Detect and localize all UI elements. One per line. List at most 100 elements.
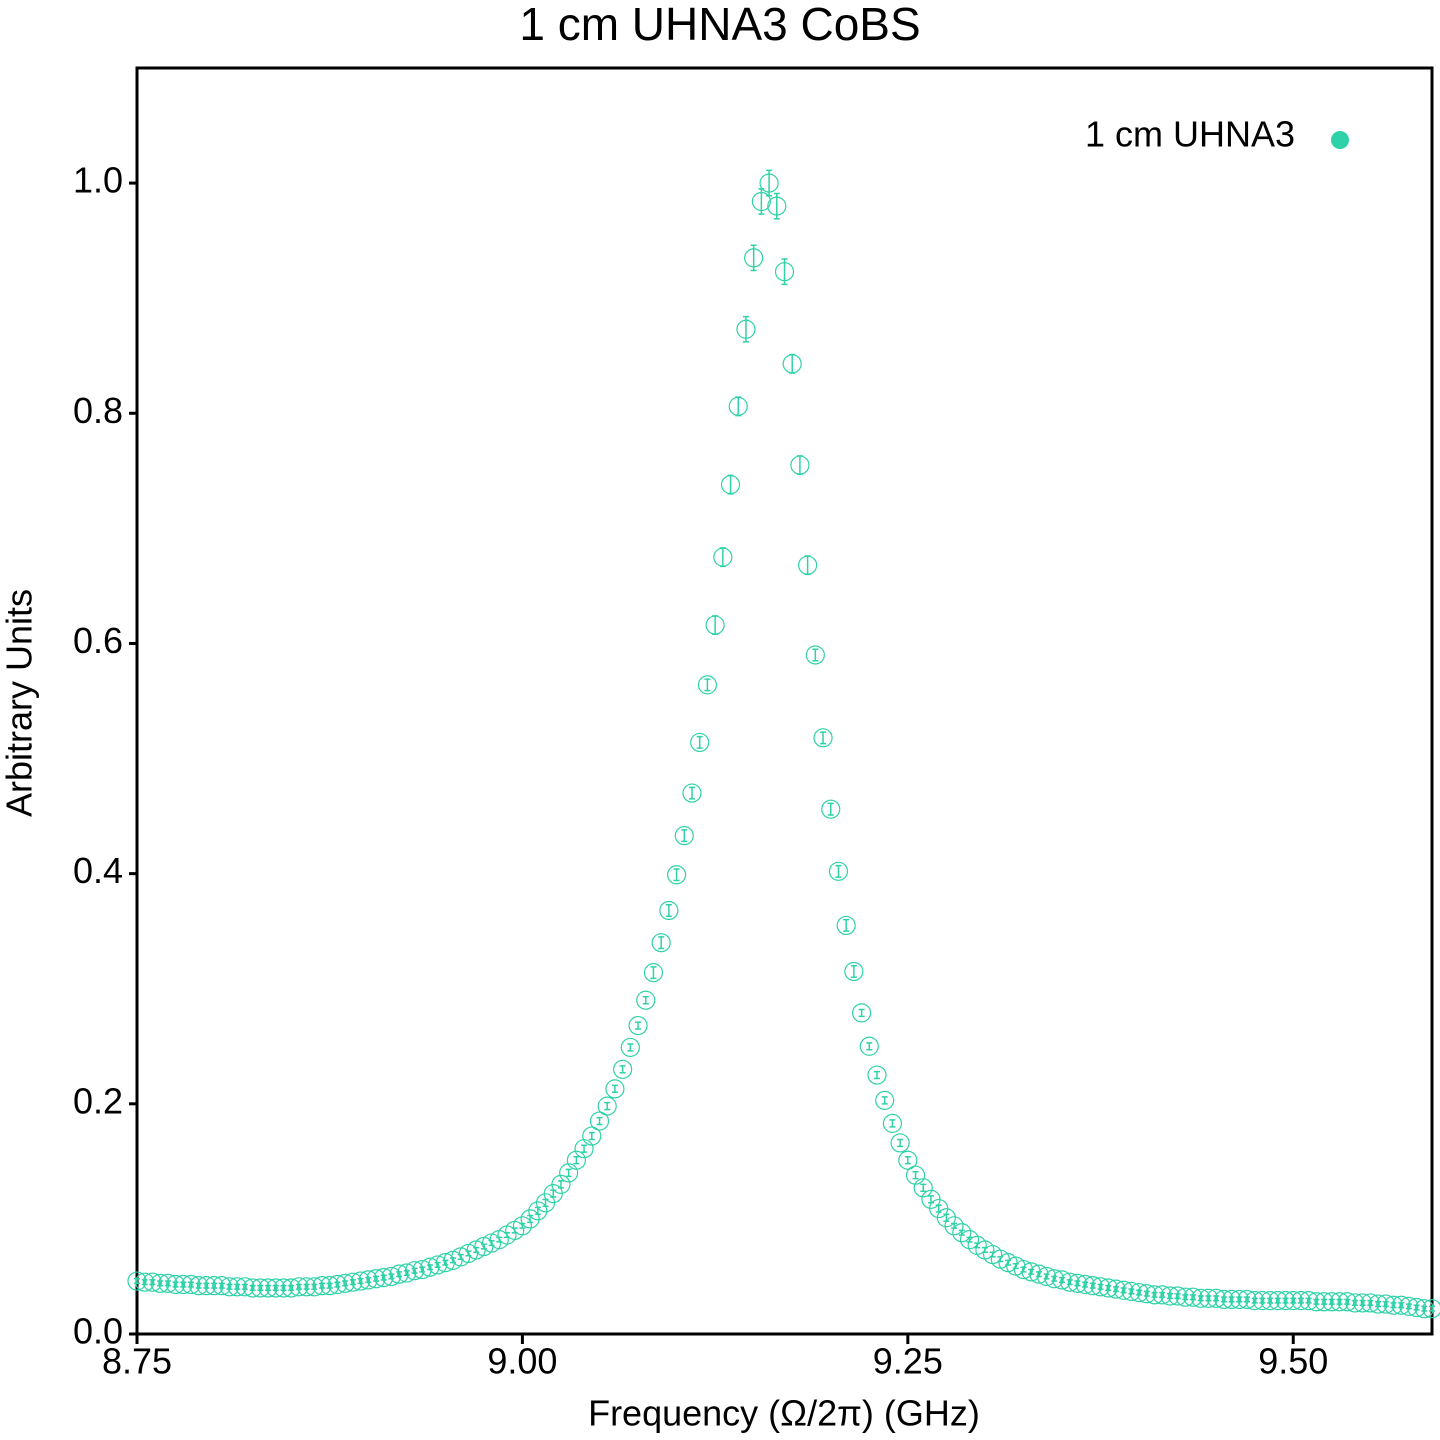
error-bar [704,678,711,692]
data-point [1221,1289,1242,1310]
data-point [327,1274,348,1295]
error-bar [866,1042,873,1051]
error-bar [735,396,742,417]
error-bar [1120,1287,1127,1294]
data-point [1183,1287,1203,1307]
data-point [1329,1292,1350,1312]
legend-marker [1331,131,1349,149]
error-bar [1159,1291,1166,1298]
error-bar [827,802,834,816]
data-point [1083,1276,1103,1296]
data-point [1368,1294,1388,1314]
data-point [335,1273,355,1293]
error-bar [1359,1299,1366,1306]
data-point [1175,1287,1195,1307]
error-bar [1220,1296,1227,1303]
data-point [320,1276,340,1296]
error-bar [203,1282,210,1289]
data-point [1245,1291,1265,1311]
data-point [643,963,664,983]
error-bar [1251,1297,1258,1304]
error-bar [1421,1305,1428,1312]
data-point [1322,1292,1342,1312]
data-point [682,783,702,803]
error-bar [1259,1297,1266,1304]
y-tick-label: 0.0 [73,1311,123,1352]
error-bar [642,996,649,1005]
error-bar [1066,1279,1073,1286]
error-bar [1313,1298,1320,1305]
error-bar [311,1283,318,1290]
error-bar [141,1279,148,1286]
error-bar [1382,1301,1389,1308]
error-bar [1213,1295,1220,1302]
error-bar [1143,1290,1150,1297]
error-bar [134,1278,140,1285]
data-point [952,1223,972,1243]
data-point [528,1201,548,1221]
data-point [836,915,856,936]
error-bar [719,547,726,568]
data-point [1144,1285,1165,1305]
error-bar [295,1283,302,1290]
error-bar [1282,1297,1289,1304]
error-bar [1205,1295,1212,1302]
data-point [597,1096,617,1116]
data-point [1114,1280,1134,1300]
x-tick-label: 8.75 [102,1341,172,1382]
data-point [1191,1288,1211,1308]
data-point [898,1150,918,1170]
error-bar [604,1101,611,1111]
data-point [1314,1292,1334,1312]
data-point [1075,1274,1095,1295]
y-tick-label: 0.6 [73,620,123,661]
plot-frame [135,66,1434,1336]
x-axis-label: Frequency (Ω/2π) (GHz) [588,1393,980,1434]
data-point [512,1216,533,1236]
error-bar [411,1267,418,1274]
error-bar [596,1116,603,1126]
error-bar [581,1144,588,1153]
data-point [296,1277,317,1297]
data-point [620,1037,640,1058]
data-point [1360,1293,1380,1313]
data-point [158,1273,178,1293]
error-bar [812,648,819,662]
data-point [613,1059,633,1079]
data-point [936,1208,956,1228]
error-bar [157,1280,164,1287]
error-bar [357,1278,364,1285]
data-point [150,1273,170,1293]
error-bar [912,1170,919,1180]
error-bar [858,1008,865,1018]
data-point [1376,1294,1396,1314]
error-bar [750,244,757,272]
error-bar [1305,1297,1312,1304]
data-point [1268,1291,1288,1311]
error-bar [396,1271,403,1278]
data-point [944,1216,964,1236]
data-point [142,1272,163,1292]
error-bar [881,1096,888,1105]
y-tick-label: 1.0 [73,160,123,201]
data-point [1306,1292,1326,1312]
data-point [358,1270,378,1290]
error-bar [1236,1296,1243,1303]
data-point [844,961,864,982]
error-bar [712,615,719,635]
data-point [520,1209,540,1229]
error-bar [1290,1297,1297,1304]
error-bar [226,1283,233,1290]
error-bar [897,1138,904,1148]
error-bar [1097,1283,1104,1290]
data-point [674,826,694,846]
error-bar [1375,1301,1382,1308]
data-point [165,1274,186,1295]
data-point [589,1111,610,1131]
data-point [281,1278,301,1298]
error-bar [781,258,788,286]
data-point [1152,1285,1172,1305]
error-bar [1089,1282,1096,1289]
error-bar [588,1131,595,1141]
